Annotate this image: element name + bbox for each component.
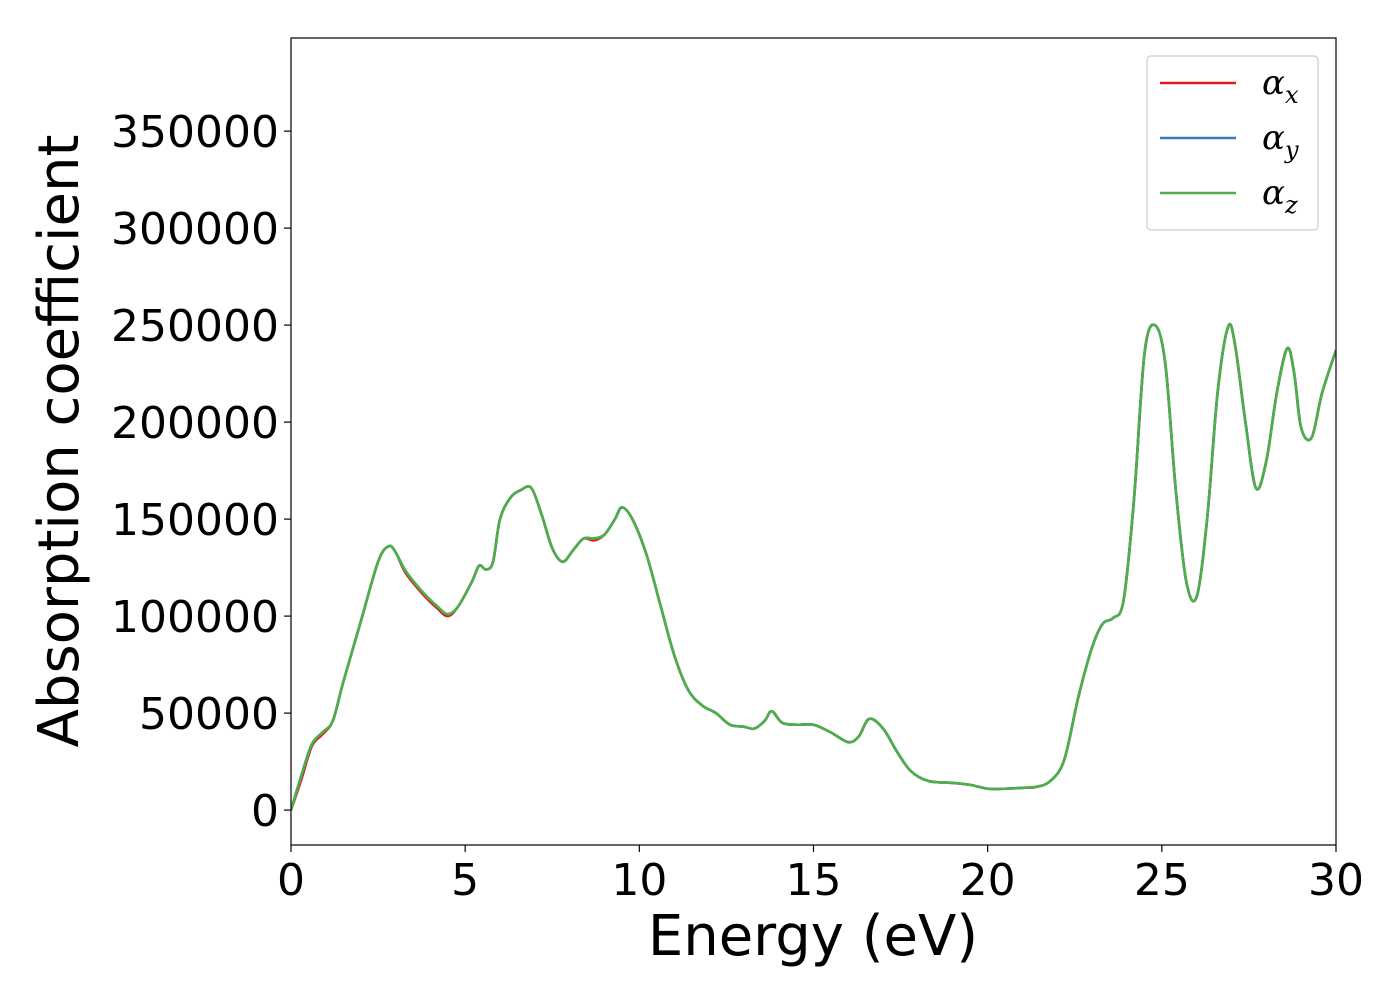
legend-label-z: αz xyxy=(1262,173,1298,219)
series-layer xyxy=(291,322,1336,811)
x-tick-label: 20 xyxy=(960,855,1016,906)
x-tick-label: 15 xyxy=(786,855,842,906)
y-axis-title: Absorption coefficient xyxy=(27,135,92,748)
legend-label-x: αx xyxy=(1262,63,1299,109)
legend-label-main: α xyxy=(1262,118,1285,158)
legend-label-y: αy xyxy=(1262,118,1299,164)
y-tick-label: 100000 xyxy=(111,592,279,643)
y-tick-label: 0 xyxy=(251,786,279,837)
legend-label-sub: z xyxy=(1284,191,1298,219)
y-axis: 0 50000 100000 150000 200000 250000 300000 3500… xyxy=(111,107,291,837)
x-tick-label: 10 xyxy=(611,855,667,906)
x-axis-title: Energy (eV) xyxy=(648,904,978,969)
y-tick-label: 50000 xyxy=(139,689,279,740)
x-tick-label: 0 xyxy=(277,855,305,906)
legend-label-sub: x xyxy=(1285,81,1299,109)
legend-label-sub: y xyxy=(1284,136,1299,164)
x-axis: 0 5 10 15 20 25 30 xyxy=(277,845,1364,906)
y-tick-label: 350000 xyxy=(111,107,279,158)
legend-label-main: α xyxy=(1262,63,1285,103)
legend-box xyxy=(1146,55,1319,231)
y-tick-label: 300000 xyxy=(111,204,279,255)
series-line-z xyxy=(291,322,1336,811)
x-tick-label: 25 xyxy=(1134,855,1190,906)
y-tick-label: 150000 xyxy=(111,495,279,546)
x-tick-label: 5 xyxy=(451,855,479,906)
legend-label-main: α xyxy=(1262,173,1285,213)
x-tick-label: 30 xyxy=(1308,855,1364,906)
y-tick-label: 200000 xyxy=(111,398,279,449)
y-tick-label: 250000 xyxy=(111,301,279,352)
